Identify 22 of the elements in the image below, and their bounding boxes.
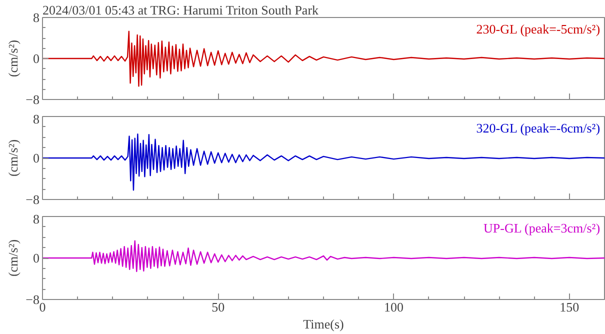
y-axis-title: (cm/s²) — [6, 139, 21, 177]
y-axis-title: (cm/s²) — [6, 40, 21, 78]
line-series — [42, 240, 604, 272]
y-tick-label: 0 — [33, 150, 40, 166]
y-tick-label: −8 — [26, 192, 40, 207]
y-tick-label: −8 — [26, 92, 40, 107]
x-axis-title: Time(s) — [303, 316, 344, 332]
y-tick-label: −8 — [26, 292, 40, 307]
y-tick-label: 8 — [33, 10, 40, 25]
line-series — [42, 134, 604, 191]
x-tick-label: 50 — [212, 300, 225, 314]
annotation: UP-GL (peak=3cm/s²) — [483, 220, 600, 236]
x-tick-label: 100 — [384, 300, 404, 314]
y-tick-label: 8 — [33, 212, 40, 226]
y-tick-label: 8 — [33, 112, 40, 126]
x-tick-label: 150 — [560, 300, 580, 314]
y-tick-label: 0 — [33, 51, 40, 66]
annotation: 230-GL (peak=-5cm/s²) — [476, 22, 600, 36]
chart-title: 2024/03/01 05:43 at TRG: Harumi Triton South Park — [42, 2, 320, 18]
annotation: 320-GL (peak=-6cm/s²) — [476, 120, 600, 136]
y-tick-label: 0 — [33, 250, 40, 266]
y-axis-title: (cm/s²) — [6, 239, 21, 277]
